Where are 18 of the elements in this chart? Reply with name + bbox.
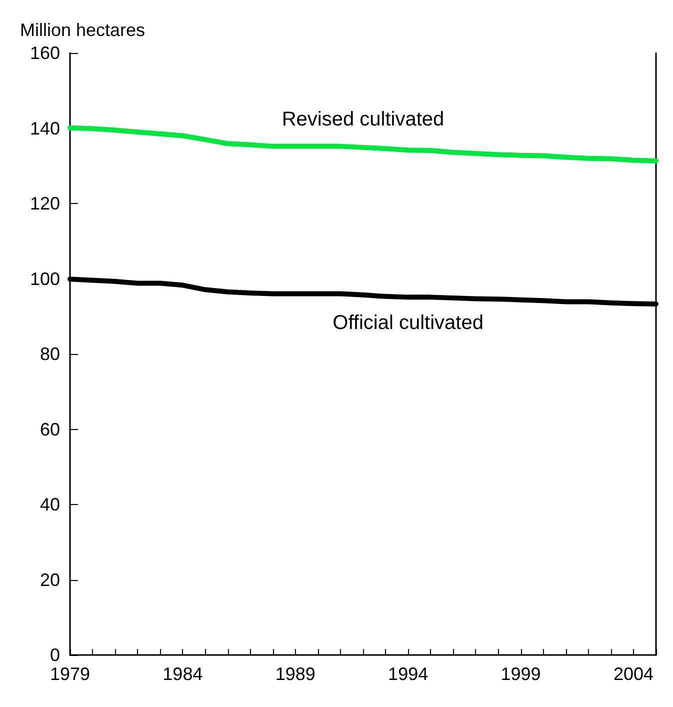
y-tick-label: 100: [30, 268, 60, 289]
y-axis-title: Million hectares: [20, 20, 146, 40]
y-tick-label: 120: [30, 194, 60, 214]
y-tick-label: 20: [40, 570, 60, 590]
x-tick-label: 1994: [388, 664, 428, 684]
x-tick-label: 1999: [500, 664, 541, 684]
x-tick-label: 1979: [50, 664, 90, 684]
y-tick-label: 160: [30, 43, 60, 63]
y-tick-label: 0: [50, 645, 60, 665]
y-tick-label: 40: [40, 494, 60, 514]
series-label: Official cultivated: [332, 312, 484, 334]
x-tick-label: 1989: [275, 664, 316, 684]
series-label: Revised cultivated: [282, 108, 444, 130]
y-tick-label: 80: [40, 344, 60, 364]
y-tick-label: 140: [30, 118, 60, 138]
x-tick-label: 2004: [613, 664, 654, 684]
y-tick-label: 60: [40, 419, 60, 440]
x-tick-label: 1984: [162, 664, 203, 684]
